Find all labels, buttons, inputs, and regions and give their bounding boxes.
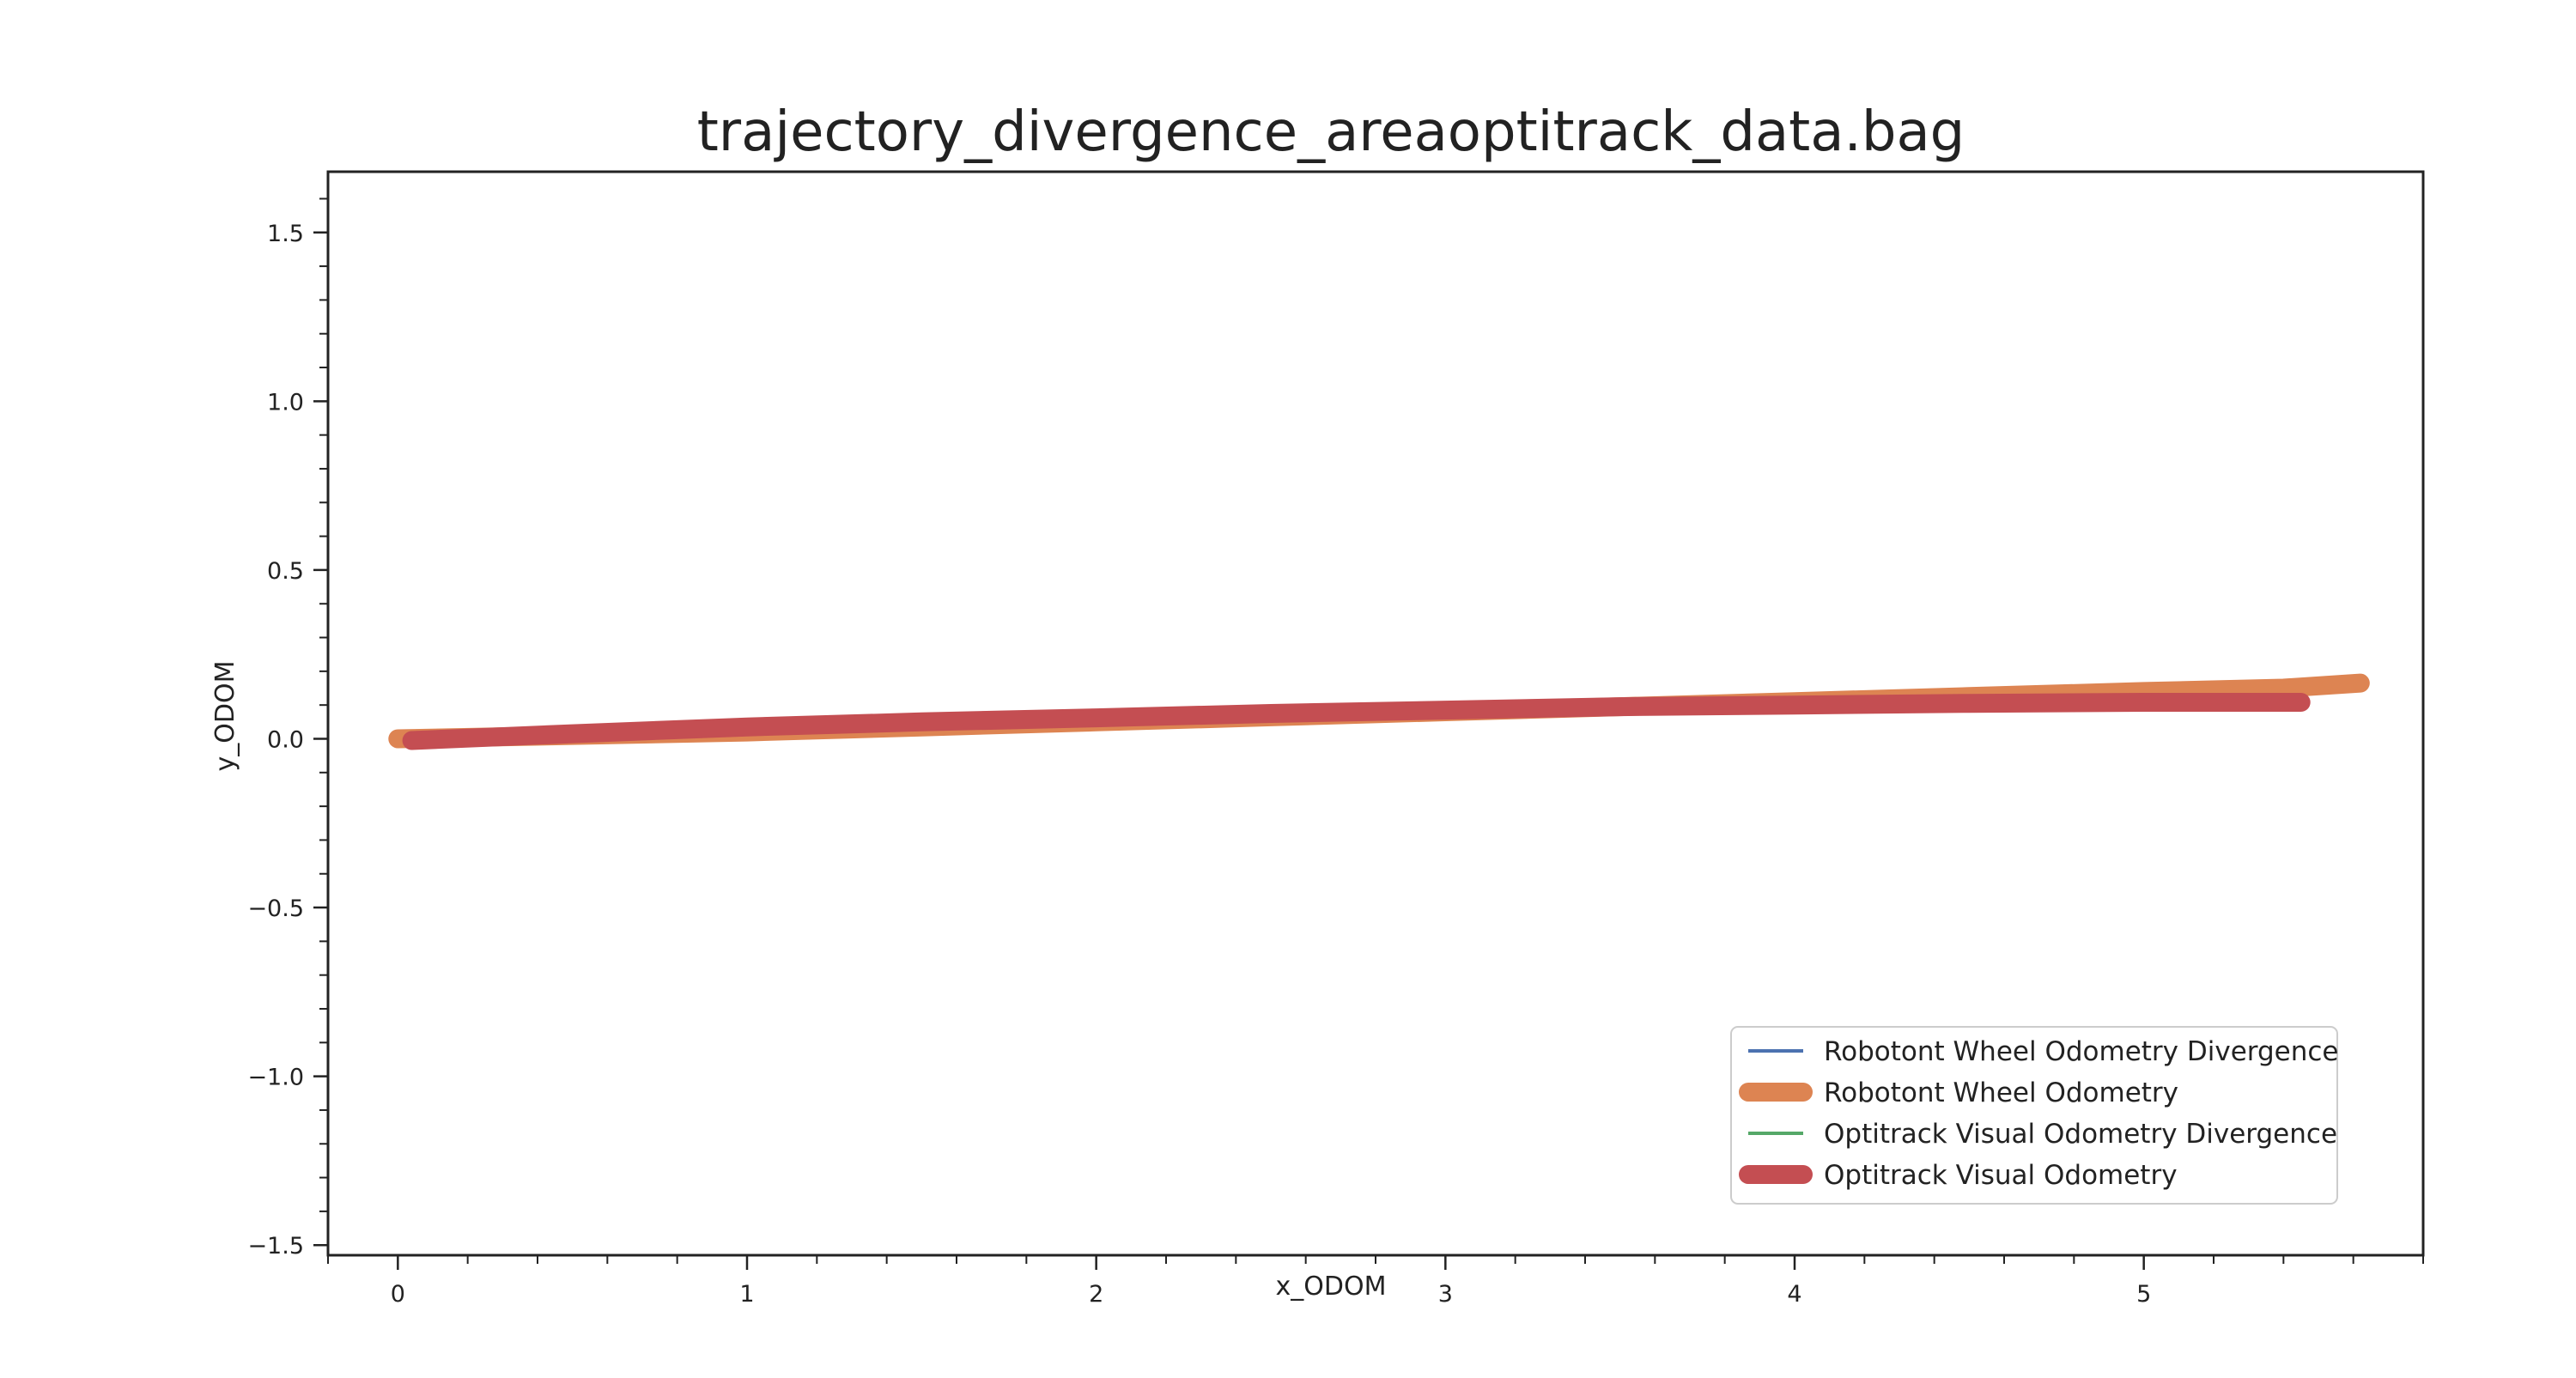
y-axis-label: y_ODOM xyxy=(210,661,240,772)
plot-series xyxy=(388,673,2370,750)
x-tick-label: 4 xyxy=(1787,1281,1801,1308)
y-tick-label: 1.0 xyxy=(267,389,304,416)
y-tick-label: −1.0 xyxy=(247,1065,304,1091)
legend-entry-label: Robotont Wheel Odometry xyxy=(1824,1078,2178,1108)
legend-box xyxy=(1730,1026,2338,1205)
x-tick-label: 5 xyxy=(2136,1281,2151,1308)
x-tick-label: 3 xyxy=(1438,1281,1453,1308)
y-tick-label: −1.5 xyxy=(247,1233,304,1260)
legend-entry-label: Robotont Wheel Odometry Divergence xyxy=(1824,1036,2338,1067)
legend-entry-label: Optitrack Visual Odometry xyxy=(1824,1160,2178,1191)
series-line-4 xyxy=(402,693,2311,750)
y-tick-label: −0.5 xyxy=(247,895,304,922)
x-axis-label: x_ODOM xyxy=(1276,1272,1387,1302)
x-tick-label: 1 xyxy=(739,1281,754,1308)
y-axis: −1.5 −1.0 −0.5 0.0 0.5 1.0 1.5 xyxy=(247,197,328,1260)
x-axis: 0 1 2 3 4 5 xyxy=(327,1255,2424,1308)
x-tick-label: 0 xyxy=(391,1281,405,1308)
legend-entry-label: Optitrack Visual Odometry Divergence xyxy=(1824,1119,2337,1150)
y-tick-label: 0.5 xyxy=(267,558,304,585)
chart-title: trajectory_divergence_areaoptitrack_data… xyxy=(697,100,1965,164)
legend: Robotont Wheel Odometry Divergence Roboto… xyxy=(1730,1026,2338,1205)
y-tick-label: 1.5 xyxy=(267,221,304,247)
y-tick-label: 0.0 xyxy=(267,726,304,753)
x-tick-label: 2 xyxy=(1089,1281,1103,1308)
